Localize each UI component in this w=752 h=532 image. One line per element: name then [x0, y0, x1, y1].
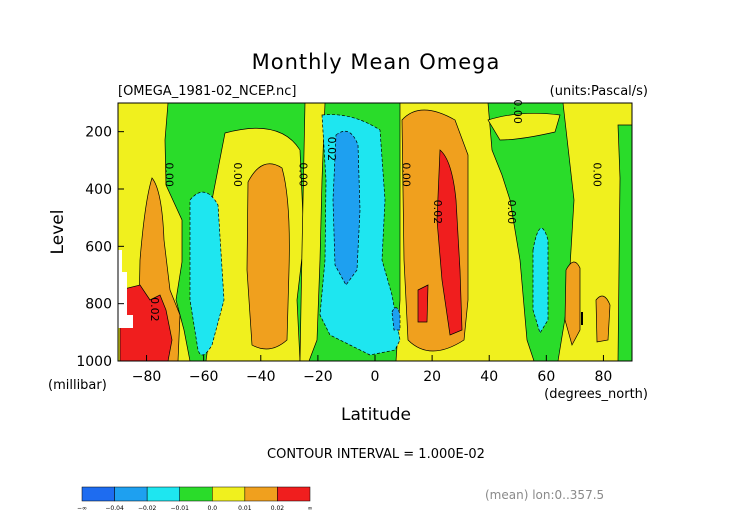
contour-label: 0.00	[511, 99, 524, 124]
y-axis: 200 400 600 800 1000	[76, 125, 124, 370]
contour-label: 0.00	[591, 162, 604, 187]
y-axis-label: Level	[48, 210, 68, 255]
y-tick-label: 600	[85, 239, 112, 255]
contour-label: 0.02	[325, 137, 338, 162]
contour-labels: 0.00 0.00 0.00 0.02 0.00 0.02 0.00 0.00 0.00 0.02	[148, 99, 604, 321]
contour-label-text: 0.00	[231, 162, 244, 187]
colorbar-tick-label: −0.02	[138, 505, 157, 512]
units-label: (units:Pascal/s)	[550, 84, 648, 99]
contour-interval-text: CONTOUR INTERVAL = 1.000E-02	[267, 447, 485, 462]
contour-label: 0.00	[505, 200, 518, 225]
x-tick-label: 0	[371, 369, 380, 385]
cyan-region-south-midlat	[189, 191, 225, 356]
contour-label-text: 0.02	[148, 297, 161, 322]
orange-region-arctic-b	[595, 295, 611, 343]
x-tick-label: −40	[246, 369, 276, 385]
contour-label-text: 0.00	[591, 162, 604, 187]
orange-region-arctic-a	[564, 261, 581, 346]
colorbar-tick-label: 0.0	[208, 505, 218, 512]
x-tick-label: 60	[537, 369, 555, 385]
file-label: [OMEGA_1981-02_NCEP.nc]	[118, 84, 296, 99]
x-tick-label: 40	[480, 369, 498, 385]
contour-label: 0.00	[297, 162, 310, 187]
colorbar-swatch	[277, 486, 311, 502]
blue-region-tropics	[332, 130, 361, 286]
x-tick-label: 20	[423, 369, 441, 385]
contour-label: 0.00	[162, 162, 175, 187]
colorbar-swatch	[244, 486, 278, 502]
y-tick-label: 200	[85, 125, 112, 141]
cyan-region-northern	[532, 227, 549, 334]
contour-label: 0.00	[399, 162, 412, 187]
missing-data-region	[118, 250, 133, 328]
y-tick-label: 1000	[76, 354, 112, 370]
colorbar-swatch	[146, 486, 180, 502]
contour-label-text: 0.00	[505, 200, 518, 225]
red-region-northern-small	[417, 284, 429, 323]
colorbar-swatch	[114, 486, 148, 502]
plot-area: 0.00 0.00 0.00 0.02 0.00 0.02 0.00 0.00 0.00 0.02	[117, 99, 633, 362]
x-tick-label: −80	[132, 369, 162, 385]
contour-label-text: 0.02	[431, 200, 444, 225]
orange-region-south-midlat	[246, 163, 290, 350]
contour-label-text: 0.00	[399, 162, 412, 187]
colorbar-tick-label: 0.01	[238, 505, 252, 512]
colorbar-tick-label: −∞	[77, 505, 87, 512]
footer-text: (mean) lon:0..357.5	[485, 488, 604, 502]
contour-label: 0.02	[431, 200, 444, 225]
colorbar-tick-label: ∞	[308, 505, 313, 512]
colorbar-tick-label: 0.02	[271, 505, 285, 512]
x-tick-label: 80	[595, 369, 613, 385]
contour-label-text: 0.00	[297, 162, 310, 187]
colorbar-tick-label: −0.04	[105, 505, 124, 512]
chart-title: Monthly Mean Omega	[252, 50, 501, 74]
yellow-region-upper-midlat	[487, 112, 561, 141]
x-tick-label: −20	[303, 369, 333, 385]
x-tick-label: −60	[189, 369, 219, 385]
y-units-label: (millibar)	[48, 378, 107, 393]
colorbar: −∞ −0.04 −0.02 −0.01 0.0 0.01 0.02 ∞	[77, 486, 313, 512]
colorbar-swatch	[212, 486, 246, 502]
y-tick-label: 400	[85, 182, 112, 198]
contour-label-text: 0.00	[162, 162, 175, 187]
contour-label: 0.02	[148, 297, 161, 322]
y-tick-label: 800	[85, 297, 112, 313]
blue-region-small	[391, 307, 401, 331]
red-region-northern-main	[436, 149, 463, 336]
colorbar-swatch	[179, 486, 213, 502]
x-units-label: (degrees_north)	[544, 387, 648, 402]
contour-label-text: 0.00	[511, 99, 524, 124]
x-axis-label: Latitude	[341, 405, 411, 425]
x-axis: −80 −60 −40 −20 0 20 40 60 80	[132, 355, 613, 385]
colorbar-tick-label: −0.01	[171, 505, 190, 512]
colorbar-swatch	[81, 486, 115, 502]
contour-label: 0.00	[231, 162, 244, 187]
contour-label-text: 0.02	[325, 137, 338, 162]
